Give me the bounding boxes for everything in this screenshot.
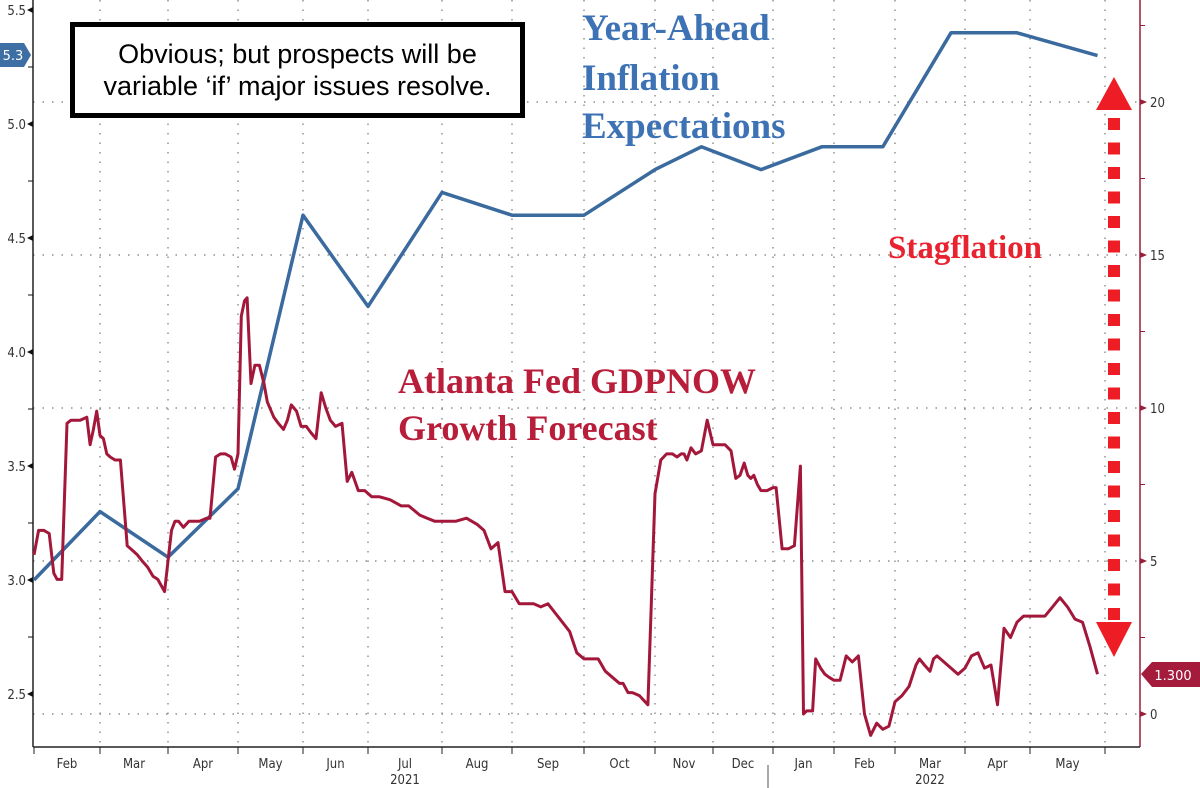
left-tick-label: 4.0: [7, 346, 26, 361]
arrow-dash: [1108, 338, 1120, 351]
right-axis-ticks: 20 15 10 5 0: [1140, 25, 1165, 723]
left-tick-marker: [27, 463, 33, 469]
left-tick-label: 4.5: [7, 232, 26, 247]
left-axis-ticks: 5.5 5.0 4.5 4.0 3.5 3.0 2.5: [7, 4, 33, 703]
right-tick-marker: [1140, 99, 1147, 105]
right-last-value-tag: 1.300: [1141, 662, 1200, 687]
right-tick-marker: [1140, 711, 1147, 717]
x-month-label: Nov: [673, 757, 696, 772]
right-tick-label: 0: [1150, 708, 1157, 723]
arrow-dash: [1108, 363, 1120, 375]
x-month-label: Apr: [987, 757, 1007, 772]
arrow-dash: [1108, 216, 1120, 228]
inflation-label-line-3: Expectations: [582, 106, 786, 147]
arrow-dash: [1108, 485, 1120, 498]
right-tick-marker: [1140, 252, 1147, 258]
x-month-label: Aug: [466, 757, 489, 772]
x-year-label: 2021: [390, 773, 420, 788]
x-year-label: 2022: [915, 773, 945, 788]
left-tick-marker: [27, 691, 33, 697]
x-month-label: Feb: [57, 757, 78, 772]
left-last-value-tag: 5.3: [0, 43, 31, 67]
x-month-label: Mar: [919, 757, 941, 772]
inflation-label-line-1: Year-Ahead: [582, 8, 770, 49]
gdp-series-line: [32, 296, 1099, 737]
arrow-dash: [1108, 387, 1120, 400]
annotation-note-box: Obvious; but prospects will be variable …: [70, 22, 525, 118]
series-group: [32, 31, 1099, 737]
arrow-head-down: [1096, 622, 1132, 657]
arrow-dash: [1108, 167, 1120, 179]
right-value-tag-shape: [1141, 662, 1200, 687]
gdp-label-line-1: Atlanta Fed GDPNOW: [398, 361, 756, 401]
arrow-head-up: [1096, 77, 1132, 110]
arrow-dash: [1108, 142, 1120, 155]
left-tick-label: 5.5: [7, 4, 26, 19]
left-tick-marker: [27, 235, 33, 241]
right-tick-label: 20: [1150, 96, 1165, 111]
arrow-dash: [1108, 118, 1120, 130]
x-month-label: Dec: [732, 757, 755, 772]
left-tick-label: 3.0: [7, 574, 26, 589]
left-tick-marker: [27, 577, 33, 583]
left-tick-label: 3.5: [7, 460, 26, 475]
x-month-label: Jun: [325, 757, 344, 772]
stagflation-label: Stagflation: [888, 230, 1042, 266]
gdp-series-label: Atlanta Fed GDPNOW Growth Forecast: [398, 361, 756, 448]
left-value-tag-shape: [0, 43, 31, 67]
x-month-label: Oct: [609, 757, 630, 772]
arrow-dash: [1108, 265, 1120, 277]
left-tick-marker: [27, 121, 33, 127]
right-tick-label: 15: [1150, 249, 1165, 264]
left-tick-label: 2.5: [7, 688, 26, 703]
left-value-tag-text: 5.3: [3, 49, 24, 64]
x-month-label: May: [258, 757, 282, 772]
arrow-dash: [1108, 436, 1120, 449]
x-month-label: Sep: [537, 757, 559, 772]
left-tick-label: 5.0: [7, 118, 26, 133]
inflation-label-line-2: Inflation: [582, 58, 720, 99]
x-month-label: Feb: [854, 757, 875, 772]
arrow-dash: [1108, 608, 1120, 620]
gdp-label-line-2: Growth Forecast: [398, 408, 658, 448]
right-tick-marker: [1140, 405, 1147, 411]
right-value-tag-text: 1.300: [1154, 669, 1191, 684]
arrow-dash: [1108, 534, 1120, 547]
x-month-label: Jul: [397, 757, 412, 772]
arrow-dash: [1108, 191, 1120, 204]
left-tick-marker: [27, 7, 33, 13]
right-tick-marker: [1140, 558, 1147, 564]
annotation-note-text: Obvious; but prospects will be variable …: [103, 39, 492, 101]
left-tick-marker: [27, 349, 33, 355]
right-tick-label: 10: [1150, 402, 1165, 417]
arrow-dash: [1108, 314, 1120, 326]
x-axis-ticks: Feb Mar Apr May Jun Jul Aug Sep Oct Nov Dec Jan Feb M…: [33, 747, 1106, 788]
arrow-dash: [1108, 461, 1120, 473]
arrow-dash: [1108, 412, 1120, 424]
x-month-label: Mar: [123, 757, 145, 772]
arrow-dash: [1108, 240, 1120, 253]
arrow-dash: [1108, 510, 1120, 522]
x-month-label: Apr: [193, 757, 213, 772]
x-month-label: May: [1055, 757, 1079, 772]
stagflation-arrow: [1096, 77, 1132, 657]
right-tick-label: 5: [1150, 555, 1157, 570]
inflation-series-line: [32, 31, 1098, 582]
arrow-dash: [1108, 289, 1120, 302]
arrow-dash: [1108, 583, 1120, 596]
inflation-series-label: Year-Ahead Inflation Expectations: [582, 8, 786, 147]
arrow-dash: [1108, 559, 1120, 571]
x-month-label: Jan: [793, 757, 812, 772]
